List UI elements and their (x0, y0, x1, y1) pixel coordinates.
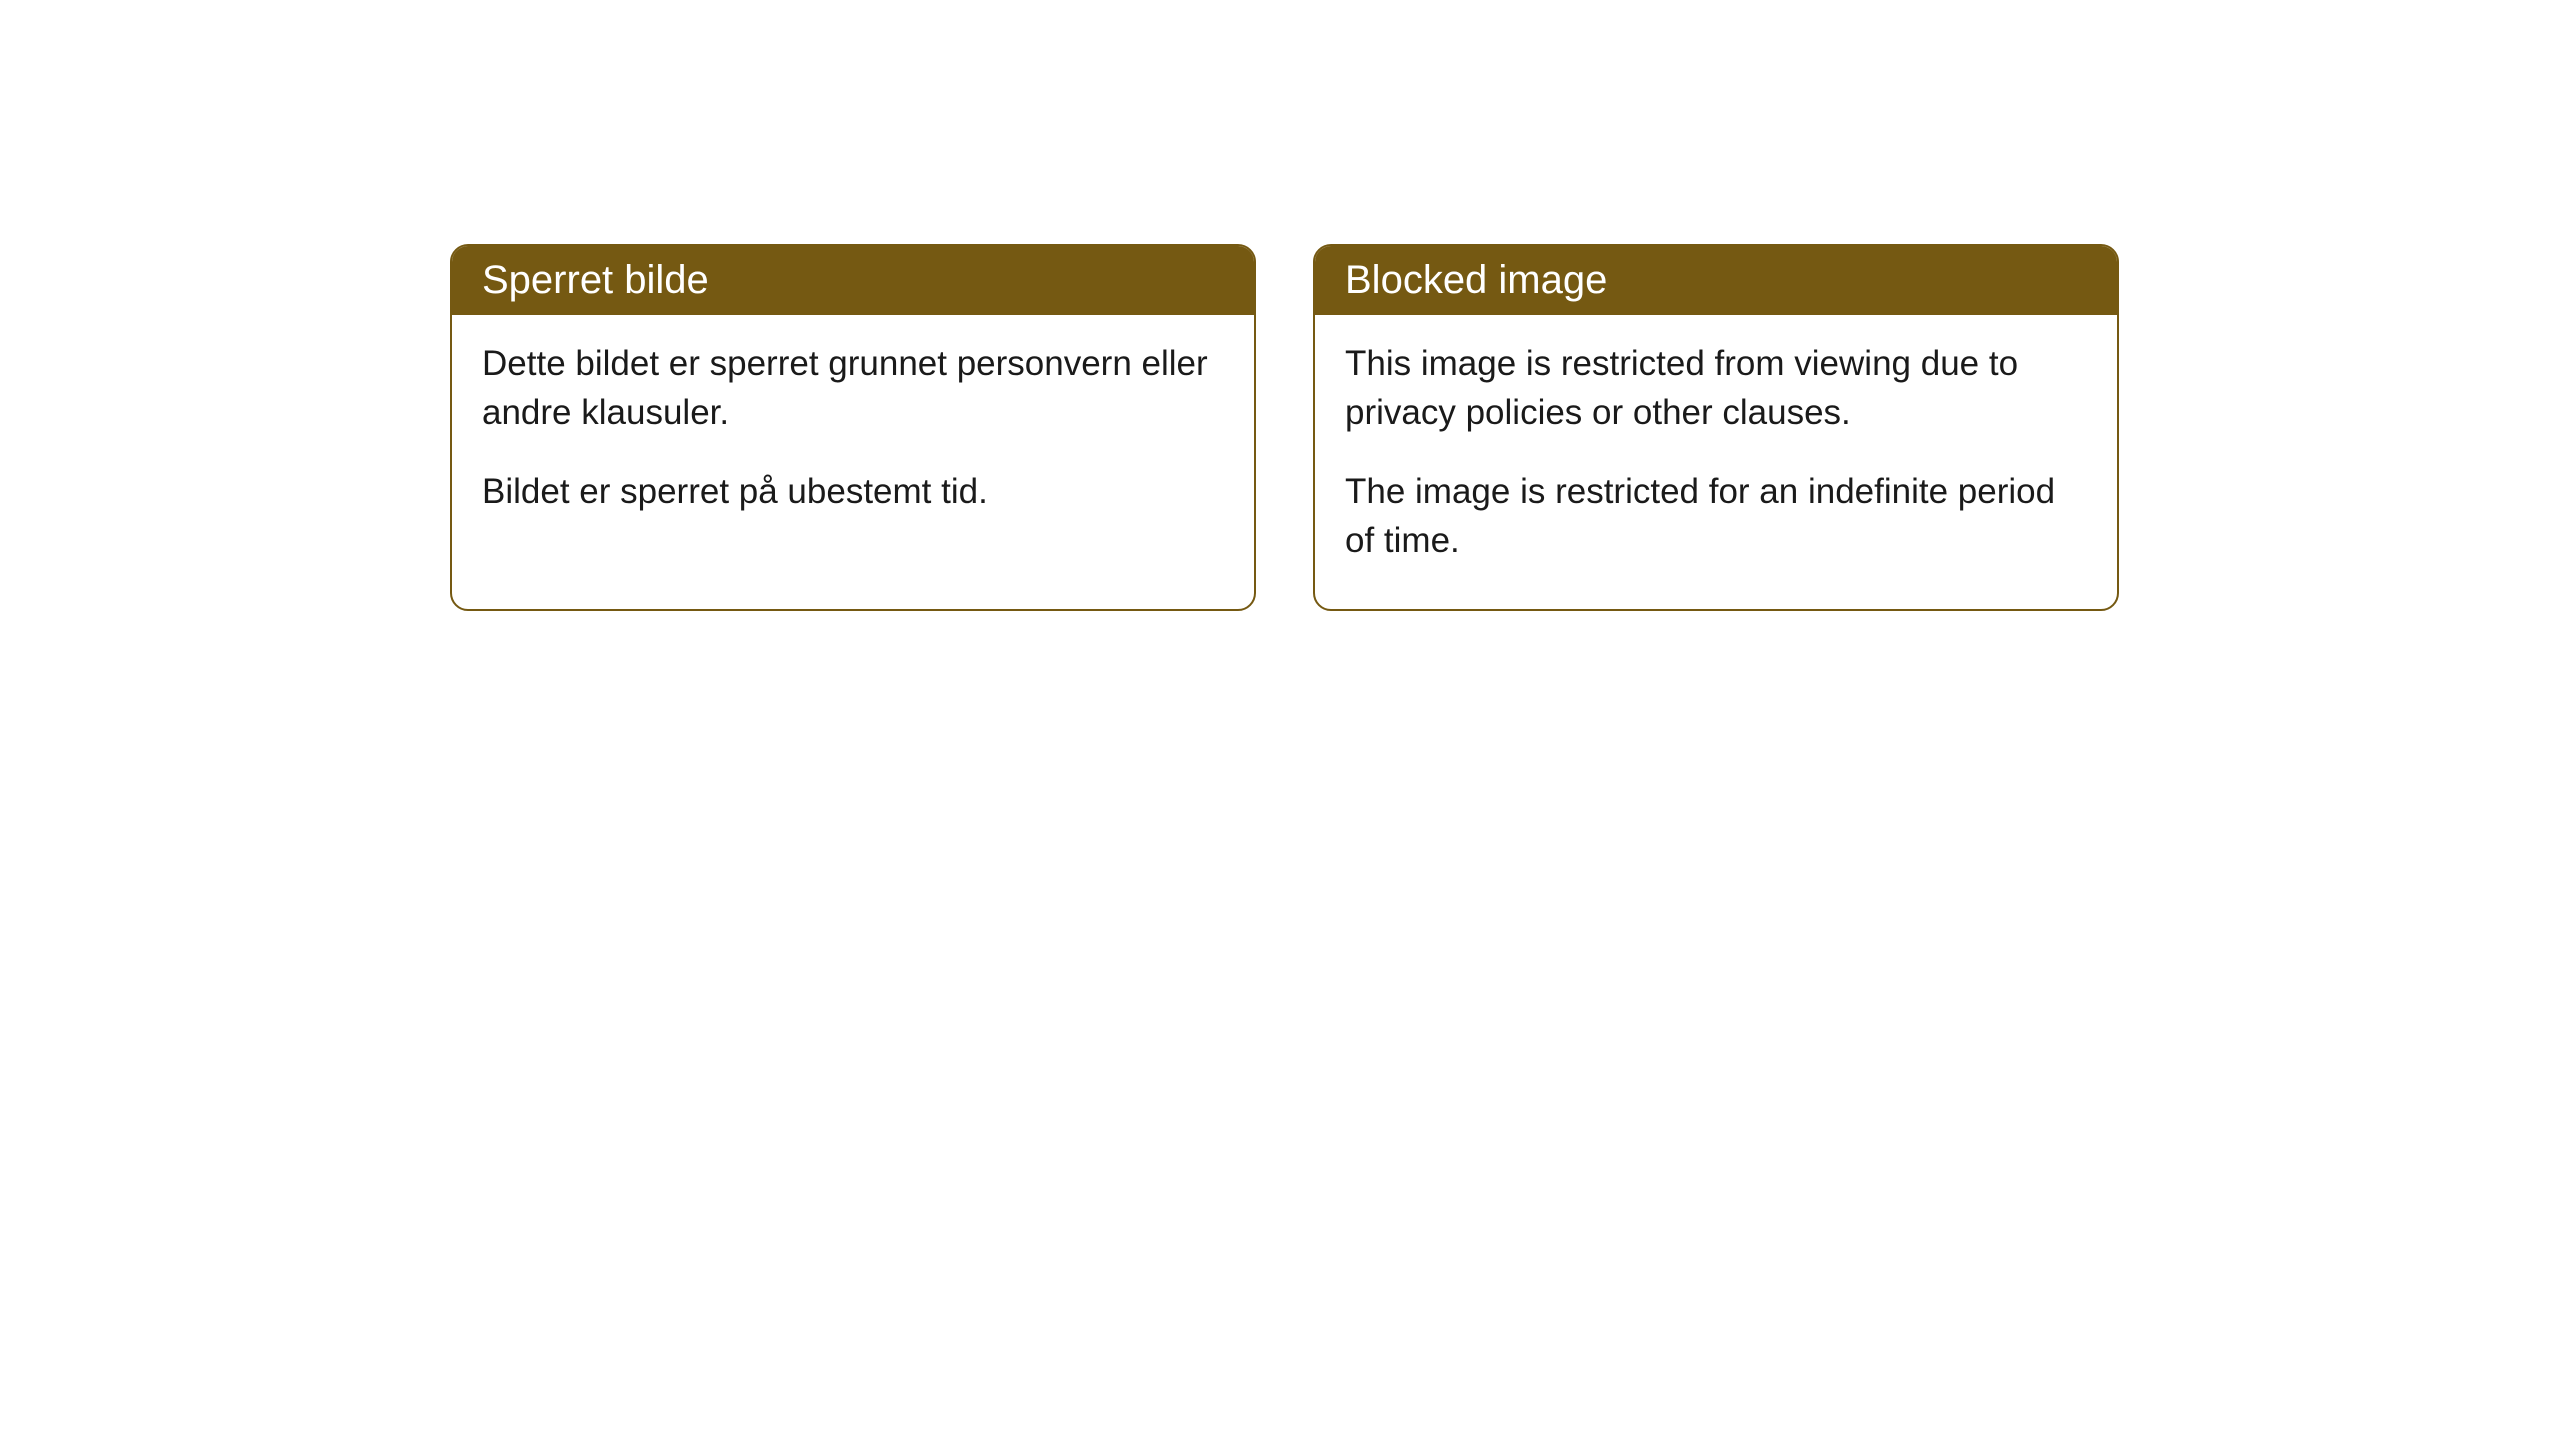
card-title: Sperret bilde (482, 258, 709, 302)
card-title: Blocked image (1345, 258, 1607, 302)
card-paragraph: Dette bildet er sperret grunnet personve… (482, 339, 1224, 437)
card-paragraph: Bildet er sperret på ubestemt tid. (482, 467, 1224, 516)
card-paragraph: This image is restricted from viewing du… (1345, 339, 2087, 437)
notice-container: Sperret bilde Dette bildet er sperret gr… (0, 0, 2560, 611)
card-header: Sperret bilde (452, 246, 1254, 315)
card-paragraph: The image is restricted for an indefinit… (1345, 467, 2087, 565)
blocked-image-card-english: Blocked image This image is restricted f… (1313, 244, 2119, 611)
card-body: Dette bildet er sperret grunnet personve… (452, 315, 1254, 560)
blocked-image-card-norwegian: Sperret bilde Dette bildet er sperret gr… (450, 244, 1256, 611)
card-body: This image is restricted from viewing du… (1315, 315, 2117, 609)
card-header: Blocked image (1315, 246, 2117, 315)
